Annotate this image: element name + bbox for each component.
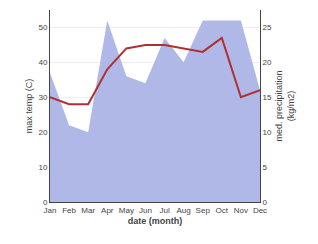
svg-text:40: 40	[38, 58, 47, 67]
svg-text:date (month): date (month)	[128, 216, 183, 226]
svg-text:0: 0	[43, 198, 48, 207]
svg-text:Jul: Jul	[159, 206, 169, 215]
svg-text:20: 20	[38, 128, 47, 137]
svg-text:Aug: Aug	[177, 206, 191, 215]
svg-text:med. precipitation(kg/m2): med. precipitation(kg/m2)	[274, 70, 296, 141]
svg-text:Apr: Apr	[101, 206, 114, 215]
svg-text:10: 10	[38, 163, 47, 172]
svg-text:15: 15	[263, 93, 272, 102]
svg-text:0: 0	[263, 198, 268, 207]
svg-text:max temp (C): max temp (C)	[24, 79, 34, 134]
svg-text:20: 20	[263, 58, 272, 67]
svg-text:Oct: Oct	[216, 206, 229, 215]
svg-text:Jun: Jun	[139, 206, 152, 215]
svg-text:10: 10	[263, 128, 272, 137]
svg-text:50: 50	[38, 23, 47, 32]
svg-text:Nov: Nov	[234, 206, 248, 215]
svg-text:25: 25	[263, 23, 272, 32]
svg-text:5: 5	[263, 163, 268, 172]
svg-text:Dec: Dec	[253, 206, 267, 215]
svg-text:May: May	[119, 206, 134, 215]
svg-text:30: 30	[38, 93, 47, 102]
svg-text:Jan: Jan	[44, 206, 57, 215]
svg-text:Mar: Mar	[81, 206, 95, 215]
svg-text:Sep: Sep	[196, 206, 211, 215]
svg-text:Feb: Feb	[62, 206, 76, 215]
